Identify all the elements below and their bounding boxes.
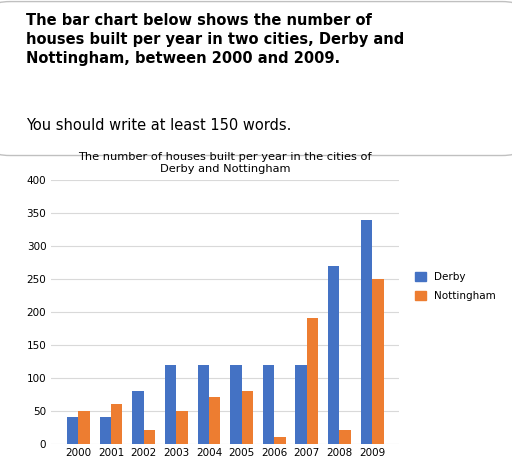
Bar (339, 431, 351, 444)
Bar (274, 437, 286, 444)
Bar (307, 318, 318, 444)
Text: The bar chart below shows the number of
houses built per year in two cities, Der: The bar chart below shows the number of … (26, 12, 404, 66)
Bar (230, 365, 242, 444)
Bar (209, 397, 220, 444)
Bar (165, 365, 176, 444)
Bar (67, 417, 78, 444)
Bar (111, 404, 122, 444)
Text: You should write at least 150 words.: You should write at least 150 words. (26, 118, 291, 133)
Bar (263, 365, 274, 444)
Bar (100, 417, 111, 444)
Bar (242, 391, 253, 444)
Bar (132, 391, 144, 444)
Bar (328, 266, 339, 444)
Bar (198, 365, 209, 444)
Legend: Derby, Nottingham: Derby, Nottingham (411, 268, 500, 305)
Bar (295, 365, 307, 444)
Bar (144, 431, 155, 444)
Bar (78, 411, 90, 444)
Title: The number of houses built per year in the cities of
Derby and Nottingham: The number of houses built per year in t… (78, 152, 372, 174)
Bar (176, 411, 188, 444)
FancyBboxPatch shape (0, 1, 512, 156)
Bar (372, 279, 383, 444)
Bar (360, 220, 372, 444)
